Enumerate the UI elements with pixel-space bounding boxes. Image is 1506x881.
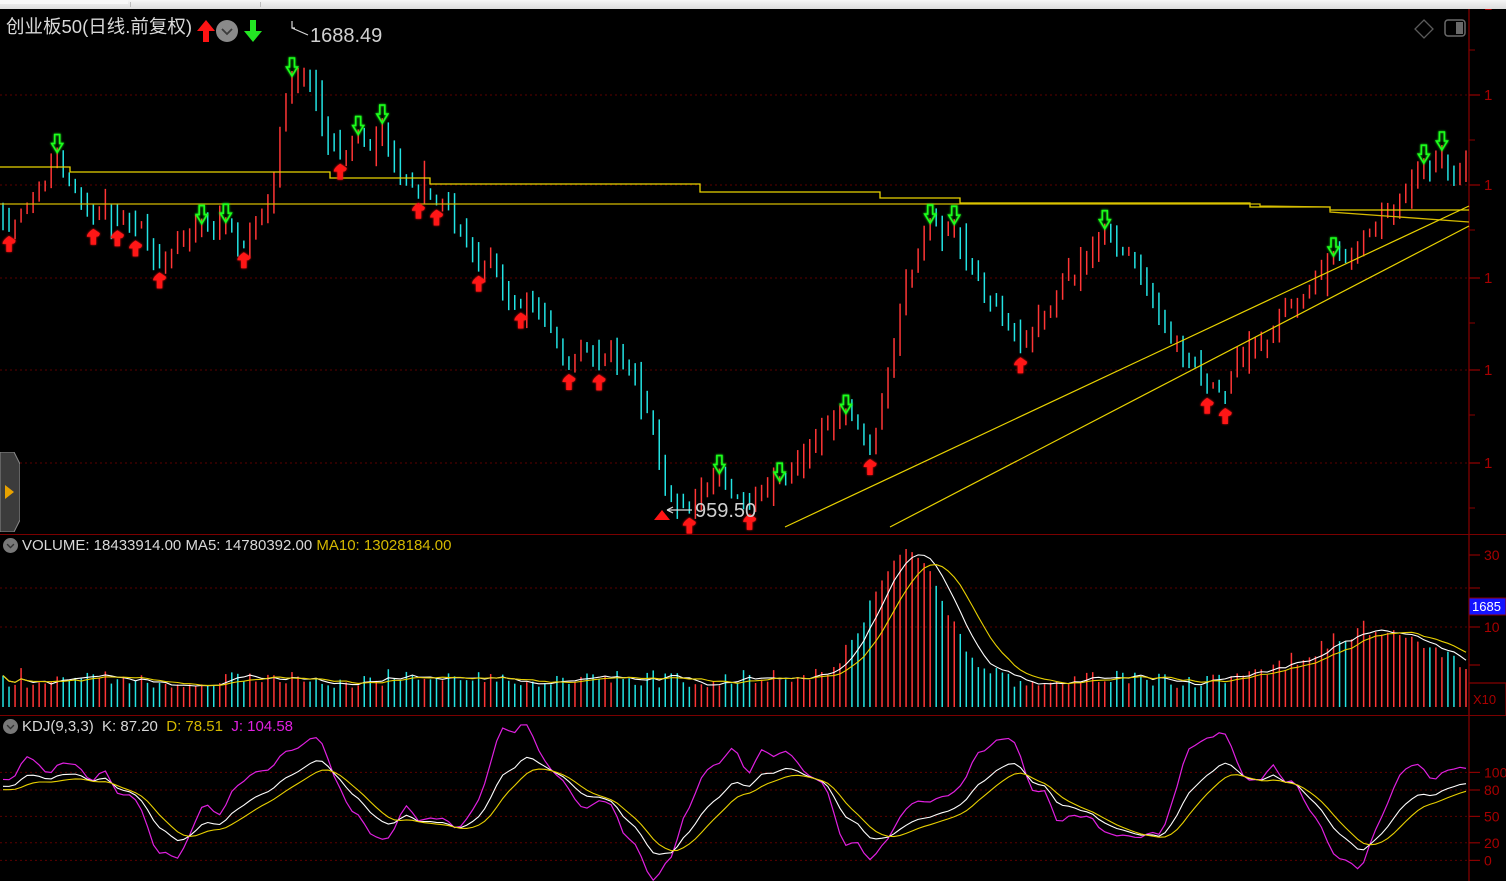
- svg-text:80: 80: [1484, 782, 1500, 798]
- svg-text:50: 50: [1484, 808, 1500, 824]
- svg-text:100: 100: [1484, 764, 1506, 780]
- svg-text:1: 1: [1484, 455, 1492, 472]
- svg-text:1: 1: [1484, 270, 1492, 287]
- svg-text:X10: X10: [1473, 692, 1496, 707]
- svg-text:30: 30: [1484, 547, 1500, 563]
- svg-text:1: 1: [1484, 177, 1492, 194]
- svg-text:959.50: 959.50: [695, 500, 756, 522]
- svg-text:0: 0: [1484, 852, 1492, 868]
- svg-text:1688.49: 1688.49: [310, 25, 382, 47]
- svg-text:1: 1: [1484, 87, 1492, 104]
- svg-text:1: 1: [1484, 362, 1492, 379]
- svg-text:1: 1: [1484, 9, 1492, 14]
- svg-text:20: 20: [1484, 835, 1500, 851]
- svg-text:10: 10: [1484, 619, 1500, 635]
- svg-text:1685: 1685: [1472, 599, 1501, 614]
